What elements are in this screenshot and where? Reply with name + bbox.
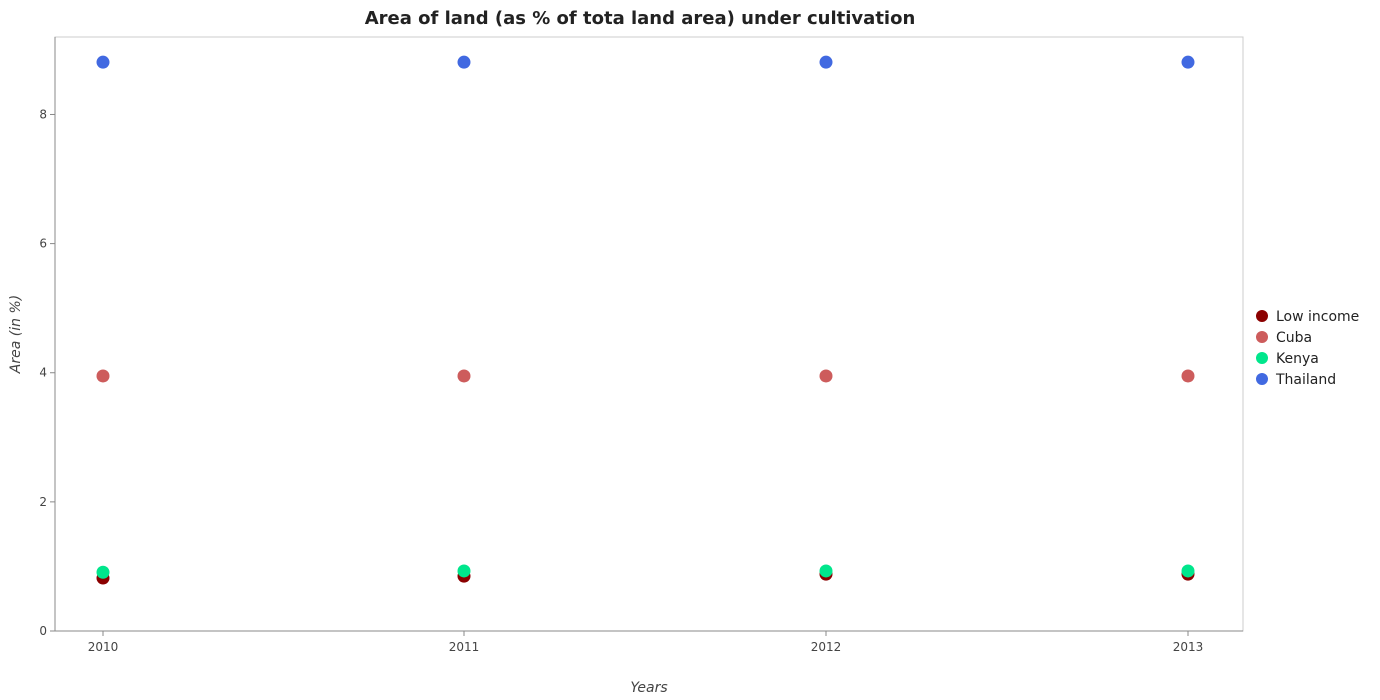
- x-axis-title: Years: [630, 680, 667, 696]
- legend-label: Cuba: [1276, 330, 1312, 346]
- x-axis: 2010 2011 2012 2013: [55, 630, 1243, 654]
- point-thailand-2012: [819, 55, 833, 69]
- legend-marker: [1256, 331, 1268, 343]
- x-tick-label: 2010: [88, 640, 119, 654]
- legend-marker: [1256, 373, 1268, 385]
- y-tick-label: 4: [39, 366, 47, 380]
- point-kenya-2012: [819, 564, 833, 578]
- legend-label: Kenya: [1276, 351, 1319, 367]
- legend-marker: [1256, 310, 1268, 322]
- y-tick-label: 8: [39, 107, 47, 121]
- point-kenya-2011: [457, 564, 471, 578]
- x-tick-label: 2011: [449, 640, 480, 654]
- y-tick-label: 2: [39, 495, 47, 509]
- y-axis: 0 2 4 6 8: [39, 37, 56, 638]
- point-cuba-2013: [1181, 369, 1195, 383]
- plot-frame: [54, 36, 1244, 632]
- point-kenya-2010: [96, 565, 110, 579]
- x-tick-label: 2013: [1173, 640, 1204, 654]
- point-cuba-2012: [819, 369, 833, 383]
- legend-marker: [1256, 352, 1268, 364]
- point-cuba-2010: [96, 369, 110, 383]
- y-tick-label: 6: [39, 237, 47, 251]
- legend-label: Low income: [1276, 309, 1359, 325]
- point-thailand-2010: [96, 55, 110, 69]
- legend-label: Thailand: [1275, 372, 1336, 388]
- point-cuba-2011: [457, 369, 471, 383]
- y-axis-title: Area (in %): [8, 295, 24, 374]
- point-thailand-2011: [457, 55, 471, 69]
- data-points: [96, 55, 1195, 585]
- x-tick-label: 2012: [811, 640, 842, 654]
- point-kenya-2013: [1181, 564, 1195, 578]
- y-tick-label: 0: [39, 624, 47, 638]
- point-thailand-2013: [1181, 55, 1195, 69]
- chart-title: Area of land (as % of tota land area) un…: [364, 8, 916, 29]
- legend: Low income Cuba Kenya Thailand: [1256, 309, 1359, 388]
